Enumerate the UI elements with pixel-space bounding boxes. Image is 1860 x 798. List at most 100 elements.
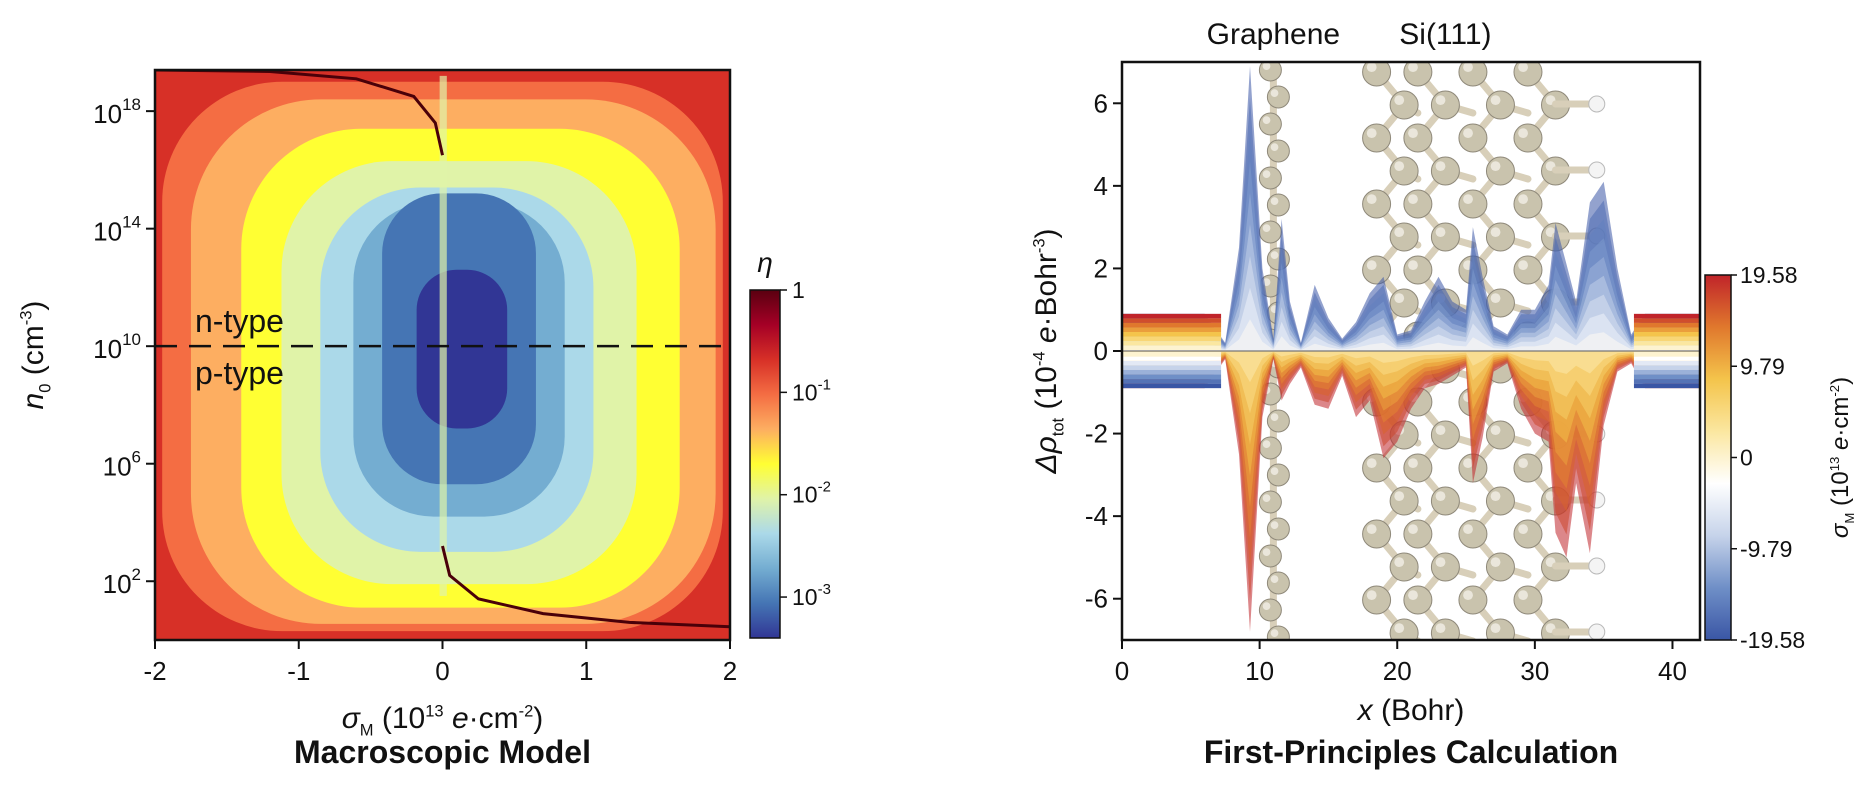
atom bbox=[1430, 618, 1460, 640]
atom bbox=[1258, 112, 1282, 136]
atom bbox=[1485, 156, 1515, 186]
colorbar-tick-label: 10-1 bbox=[792, 376, 831, 405]
wing-band-upper bbox=[1122, 332, 1222, 337]
hydrogen-atom bbox=[1588, 95, 1606, 113]
atom-highlight bbox=[1518, 260, 1528, 270]
atom bbox=[1258, 220, 1282, 244]
atom-highlight bbox=[1270, 629, 1279, 638]
y-tick-label: 2 bbox=[1094, 253, 1108, 283]
heatmap-y-ticks: 102 106 1010 1014 1018 bbox=[93, 95, 155, 599]
atom-highlight bbox=[1408, 524, 1418, 534]
atom bbox=[1266, 85, 1290, 109]
heatmap-lower-ridge bbox=[441, 545, 730, 629]
atom bbox=[1362, 585, 1392, 615]
atom-highlight bbox=[1518, 524, 1528, 534]
atom bbox=[1258, 544, 1282, 568]
atom-highlight bbox=[1518, 62, 1528, 72]
wing-band-lower bbox=[1122, 374, 1222, 380]
atom-highlight bbox=[1463, 590, 1473, 600]
atom-highlight bbox=[1366, 62, 1377, 72]
colorbar-tick-label: 10-3 bbox=[792, 581, 831, 610]
y-tick-label: 6 bbox=[1094, 88, 1108, 118]
wing-band-upper bbox=[1633, 318, 1700, 323]
atom bbox=[1258, 166, 1282, 190]
x-tick-label: 2 bbox=[723, 656, 737, 686]
atom-highlight bbox=[1366, 194, 1377, 205]
atom-highlight bbox=[1394, 491, 1405, 501]
n-type-label: n-type bbox=[195, 303, 284, 339]
atom-highlight bbox=[1463, 194, 1473, 205]
graphene-label: Graphene bbox=[1207, 18, 1340, 51]
atom-highlight bbox=[1262, 548, 1271, 557]
heatmap-caption: Macroscopic Model bbox=[294, 734, 591, 770]
wing-band-lower bbox=[1122, 360, 1222, 366]
wing-band-lower bbox=[1122, 351, 1222, 357]
colorbar-tick-label: -9.79 bbox=[1740, 536, 1792, 562]
wing-band-lower bbox=[1122, 365, 1222, 370]
y-tick-label: 106 bbox=[103, 448, 141, 482]
charge-density-plot-area bbox=[1122, 62, 1700, 640]
atom bbox=[1389, 552, 1419, 582]
atom bbox=[1258, 598, 1282, 622]
atom bbox=[1513, 453, 1543, 483]
wing-band-upper bbox=[1633, 327, 1700, 333]
y-tick-label: 1014 bbox=[93, 213, 141, 247]
density-y-ticks: -6 -4 -2 0 2 4 6 bbox=[1085, 88, 1122, 614]
atom bbox=[1258, 490, 1282, 514]
atom-highlight bbox=[1490, 95, 1501, 105]
atom bbox=[1389, 222, 1419, 252]
atom bbox=[1389, 90, 1419, 120]
atom-highlight bbox=[1463, 62, 1473, 72]
atom-highlight bbox=[1394, 623, 1405, 633]
atom bbox=[1430, 486, 1460, 516]
wing-band-upper bbox=[1122, 341, 1222, 346]
atom-highlight bbox=[1490, 161, 1501, 172]
p-type-label: p-type bbox=[195, 355, 284, 391]
wing-band-upper bbox=[1122, 322, 1222, 328]
hydrogen-atom bbox=[1588, 557, 1606, 575]
atom bbox=[1485, 486, 1515, 516]
atom-highlight bbox=[1490, 557, 1501, 567]
density-y-axis-label: Δρtot (10-4 e·Bohr-3) bbox=[1030, 228, 1068, 474]
atom-highlight bbox=[1518, 128, 1528, 139]
atom bbox=[1485, 618, 1515, 640]
y-tick-label: 1018 bbox=[93, 95, 141, 129]
atom bbox=[1403, 123, 1433, 153]
density-caption: First-Principles Calculation bbox=[1204, 734, 1618, 770]
atom bbox=[1485, 420, 1515, 450]
atom-highlight bbox=[1394, 227, 1405, 238]
atom bbox=[1266, 463, 1290, 487]
atom bbox=[1485, 288, 1515, 318]
atom-highlight bbox=[1262, 224, 1271, 232]
eta-colorbar-gradient bbox=[749, 289, 781, 639]
atom bbox=[1258, 436, 1282, 460]
wing-band-lower bbox=[1633, 369, 1700, 375]
atom bbox=[1430, 552, 1460, 582]
wing-band-lower bbox=[1633, 383, 1700, 389]
atom-highlight bbox=[1435, 227, 1446, 238]
atom-highlight bbox=[1366, 128, 1377, 139]
atom bbox=[1458, 123, 1488, 153]
sigma-colorbar: 19.58 9.79 0 -9.79 -19.58 σM (1013 e·cm-2) bbox=[1704, 262, 1857, 653]
atom-highlight bbox=[1366, 524, 1377, 534]
atom-highlight bbox=[1366, 590, 1377, 600]
x-tick-label: 30 bbox=[1520, 656, 1549, 686]
atom-highlight bbox=[1518, 590, 1528, 600]
atom bbox=[1266, 625, 1290, 640]
atom bbox=[1458, 519, 1488, 549]
atom bbox=[1389, 288, 1419, 318]
heatmap-panel: n-type p-type -2 -1 0 1 2 102 106 1010 1014 1018… bbox=[17, 68, 831, 770]
atom bbox=[1362, 123, 1392, 153]
wing-band-lower bbox=[1633, 351, 1700, 357]
wing-band-lower bbox=[1122, 356, 1222, 361]
atom-highlight bbox=[1394, 95, 1405, 105]
atom-highlight bbox=[1270, 413, 1279, 421]
atom bbox=[1362, 255, 1392, 285]
atom-highlight bbox=[1262, 602, 1271, 611]
sigma-colorbar-label: σM (1013 e·cm-2) bbox=[1827, 377, 1857, 538]
atom bbox=[1266, 571, 1290, 595]
atom bbox=[1485, 222, 1515, 252]
atom-highlight bbox=[1262, 440, 1271, 448]
wing-band-upper bbox=[1122, 313, 1222, 319]
wing-band-upper bbox=[1633, 341, 1700, 346]
